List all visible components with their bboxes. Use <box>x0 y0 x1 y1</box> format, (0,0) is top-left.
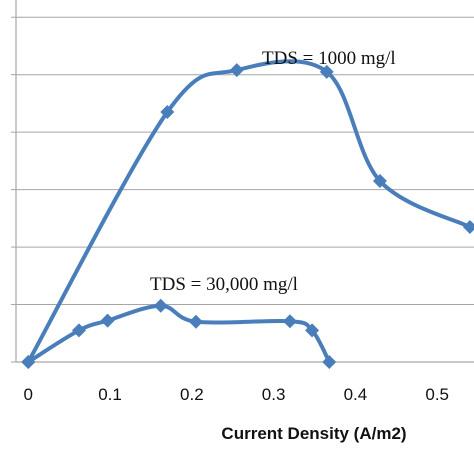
data-point-s2-1 <box>21 355 36 369</box>
data-point-s2-2 <box>71 323 86 338</box>
series-line-2 <box>26 303 332 364</box>
markers-group <box>21 63 474 369</box>
annotation-tds-1000: TDS = 1000 mg/l <box>262 48 396 69</box>
data-point-s1-3 <box>229 63 244 78</box>
data-point-s2-5 <box>188 314 203 329</box>
annotation-tds-30000: TDS = 30,000 mg/l <box>150 274 298 295</box>
gridlines <box>11 16 474 363</box>
series-line-1 <box>26 59 472 364</box>
data-point-s2-8 <box>322 355 337 369</box>
data-point-s1-6 <box>462 219 474 234</box>
data-point-s2-7 <box>305 323 320 338</box>
x-tick-label-3: 0.3 <box>262 385 286 404</box>
data-point-s1-5 <box>372 174 387 188</box>
x-tick-labels: 0 0.1 0.2 0.3 0.4 0.5 <box>24 385 449 404</box>
x-tick-label-5: 0.5 <box>425 385 449 404</box>
data-point-s1-4 <box>319 64 334 79</box>
data-point-s2-6 <box>282 314 297 329</box>
x-tick-label-4: 0.4 <box>344 385 368 404</box>
data-point-s1-2 <box>160 105 175 120</box>
data-point-s2-3 <box>100 313 115 328</box>
x-axis-title: Current Density (A/m2) <box>221 424 406 443</box>
series-group <box>26 59 472 364</box>
x-tick-label-0: 0 <box>24 385 33 404</box>
data-point-s2-4 <box>153 298 168 313</box>
x-tick-label-1: 0.1 <box>98 385 122 404</box>
x-tick-label-2: 0.2 <box>180 385 204 404</box>
